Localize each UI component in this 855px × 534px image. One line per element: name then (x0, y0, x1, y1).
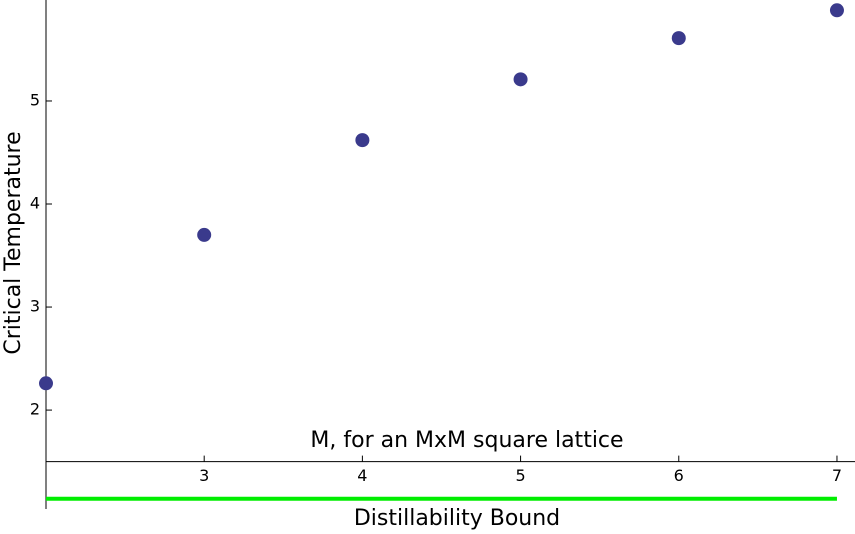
y-tick-label: 5 (30, 90, 40, 109)
y-axis-label: Critical Temperature (1, 131, 26, 354)
x-tick-label: 5 (515, 466, 525, 485)
point (355, 133, 370, 148)
point (671, 31, 686, 46)
point (829, 3, 844, 18)
x-tick-label: 3 (199, 466, 209, 485)
y-tick-label: 2 (30, 400, 40, 419)
point (39, 376, 53, 391)
y-tick-label: 4 (30, 194, 40, 213)
x-tick-label: 7 (832, 466, 842, 485)
x-tick-label: 6 (674, 466, 684, 485)
point (197, 227, 212, 242)
bound-label: Distillability Bound (354, 506, 560, 531)
y-tick-label: 3 (30, 297, 40, 316)
point (513, 72, 528, 87)
x-tick-label: 4 (357, 466, 367, 485)
x-axis-label: M, for an MxM square lattice (310, 428, 623, 453)
